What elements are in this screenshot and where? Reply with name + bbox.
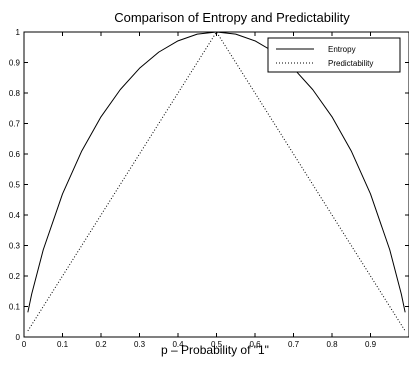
x-axis-label: p – Probability of "1" (161, 343, 269, 357)
x-tick-label-5: 0.5 (211, 340, 223, 349)
y-tick-label-1: 0.1 (9, 303, 21, 312)
y-tick-label-10: 1 (16, 28, 21, 37)
y-tick-label-6: 0.6 (9, 150, 21, 159)
legend-label-predictability: Predictability (328, 59, 373, 68)
series-group (27, 31, 406, 332)
x-axis-ticks: 0 0.1 0.2 0.3 0.4 0.5 0.6 0.7 0.8 0.9 (22, 32, 377, 349)
legend-box (267, 37, 401, 73)
x-tick-label-6: 0.6 (249, 340, 261, 349)
y-tick-label-8: 0.8 (9, 89, 21, 98)
y-tick-label-7: 0.7 (9, 120, 21, 129)
y-tick-label-0: 0 (16, 333, 21, 342)
y-tick-label-4: 0.4 (9, 211, 21, 220)
x-tick-label-1: 0.1 (57, 340, 69, 349)
series-line-entropy (27, 31, 406, 313)
chart-title: Comparison of Entropy and Predictability (114, 10, 350, 25)
y-axis-ticks: 0 0.1 0.2 0.3 0.4 0.5 0.6 0.7 0.8 0.9 1 (9, 28, 409, 342)
y-tick-label-2: 0.2 (9, 272, 21, 281)
series-line-predictability (27, 31, 406, 332)
legend: Entropy Predictability (267, 37, 401, 73)
y-tick-label-9: 0.9 (9, 59, 21, 68)
x-tick-label-7: 0.7 (288, 340, 300, 349)
y-tick-label-3: 0.3 (9, 242, 21, 251)
plot-frame (23, 31, 409, 338)
x-tick-label-4: 0.4 (172, 340, 184, 349)
x-tick-label-9: 0.9 (365, 340, 377, 349)
x-tick-label-2: 0.2 (95, 340, 107, 349)
x-tick-label-8: 0.8 (326, 340, 338, 349)
legend-label-entropy: Entropy (328, 45, 356, 54)
x-tick-label-0: 0 (22, 340, 27, 349)
y-tick-label-5: 0.5 (9, 181, 21, 190)
x-tick-label-3: 0.3 (134, 340, 146, 349)
